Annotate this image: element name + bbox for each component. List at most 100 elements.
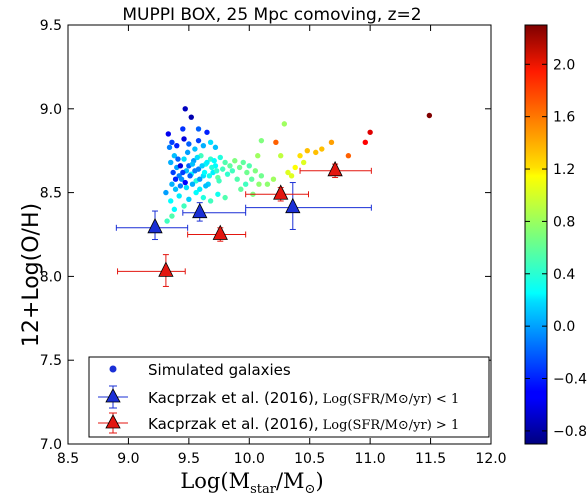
sim-point-64 bbox=[204, 129, 210, 135]
legend: Simulated galaxies Kacprzak et al. (2016… bbox=[88, 356, 490, 438]
sim-point-40 bbox=[194, 154, 201, 161]
sim-point-48 bbox=[213, 168, 220, 174]
sim-point-71 bbox=[215, 191, 221, 197]
legend-label-kacprzak-high-name: Kacprzak et al. (2016), bbox=[148, 415, 319, 433]
sim-point-111 bbox=[183, 184, 190, 191]
sim-point-56 bbox=[195, 137, 202, 144]
sim-point-26 bbox=[229, 168, 236, 174]
sim-point-4 bbox=[168, 159, 174, 166]
sim-point-108 bbox=[163, 189, 169, 196]
sim-point-93 bbox=[278, 153, 284, 159]
sim-point-43 bbox=[201, 169, 208, 176]
x-axis-label: Log(Mstar/M⊙) bbox=[180, 469, 323, 496]
sim-point-95 bbox=[285, 169, 291, 176]
sim-point-104 bbox=[345, 153, 352, 159]
y-tick-label-5: 9.5 bbox=[40, 18, 62, 34]
sim-point-46 bbox=[209, 164, 215, 171]
sim-point-36 bbox=[184, 149, 191, 156]
sim-point-42 bbox=[199, 163, 205, 169]
sim-point-78 bbox=[240, 159, 246, 166]
sim-point-30 bbox=[170, 169, 176, 176]
sim-point-62 bbox=[188, 114, 194, 120]
y-tick-label-0: 7.0 bbox=[40, 437, 62, 453]
legend-marker-simulated bbox=[109, 365, 117, 373]
sim-point-100 bbox=[304, 148, 310, 154]
x-tick-label-2: 9.5 bbox=[178, 451, 200, 467]
colorbar: −0.8 −0.4 0.0 0.4 0.8 1.2 1.6 2.0 bbox=[524, 24, 587, 445]
sim-point-81 bbox=[249, 176, 255, 182]
sim-point-44 bbox=[204, 159, 210, 166]
sim-point-107 bbox=[426, 112, 433, 119]
x-tick-label-7: 12.0 bbox=[475, 451, 506, 467]
sim-point-31 bbox=[172, 176, 179, 182]
sim-point-74 bbox=[181, 203, 187, 209]
colorbar-tick-label-3: 0.4 bbox=[553, 267, 575, 283]
sim-point-50 bbox=[166, 144, 173, 151]
x-tick-label-0: 8.5 bbox=[57, 451, 79, 467]
sim-point-39 bbox=[192, 168, 198, 174]
sim-point-34 bbox=[180, 169, 186, 176]
legend-label-kacprzak-low-math: Log(SFR/M⊙/yr) < 1 bbox=[323, 392, 460, 407]
colorbar-tick-label-1: −0.4 bbox=[553, 372, 587, 388]
legend-marker-kacprzak-high bbox=[98, 412, 128, 434]
x-tick-label-5: 11.0 bbox=[355, 451, 386, 467]
sim-point-65 bbox=[168, 198, 174, 204]
sim-point-82 bbox=[252, 168, 259, 174]
sim-point-70 bbox=[207, 198, 214, 204]
plot-area: 8.5 9.0 9.5 10.0 10.5 11.0 11.5 12.0 7.0 7.5 8.0 8.… bbox=[40, 18, 507, 467]
sim-point-102 bbox=[319, 146, 325, 152]
sim-point-22 bbox=[219, 166, 226, 172]
legend-marker-kacprzak-low bbox=[98, 385, 128, 409]
sim-point-68 bbox=[193, 189, 199, 196]
sim-point-54 bbox=[186, 141, 192, 147]
sim-point-41 bbox=[197, 176, 203, 182]
sim-point-1 bbox=[171, 153, 178, 159]
sim-point-96 bbox=[288, 173, 295, 179]
sim-point-27 bbox=[232, 158, 238, 164]
y-tick-label-3: 8.5 bbox=[40, 186, 62, 202]
sim-point-99 bbox=[300, 159, 307, 166]
sim-point-88 bbox=[255, 153, 261, 159]
sim-point-97 bbox=[292, 164, 298, 171]
sim-point-98 bbox=[297, 153, 303, 159]
sim-point-72 bbox=[222, 194, 228, 201]
sim-point-113 bbox=[197, 186, 203, 192]
kacprzak-high-2-marker bbox=[273, 184, 289, 200]
legend-label-kacprzak-high-math: Log(SFR/M⊙/yr) > 1 bbox=[323, 418, 460, 433]
sim-point-94 bbox=[281, 121, 288, 127]
y-tick-label-1: 7.5 bbox=[40, 353, 62, 369]
legend-label-simulated: Simulated galaxies bbox=[148, 361, 291, 379]
sim-point-57 bbox=[200, 142, 207, 149]
colorbar-tick-label-4: 0.8 bbox=[553, 214, 575, 230]
sim-point-58 bbox=[207, 139, 214, 146]
colorbar-tick-label-5: 1.2 bbox=[553, 162, 575, 178]
sim-point-77 bbox=[182, 106, 188, 112]
sim-point-112 bbox=[189, 181, 196, 187]
legend-label-kacprzak-high: Kacprzak et al. (2016), Log(SFR/M⊙/yr) > … bbox=[148, 415, 459, 433]
sim-point-52 bbox=[174, 142, 180, 149]
sim-point-60 bbox=[165, 131, 172, 137]
sim-point-61 bbox=[180, 126, 186, 132]
colorbar-tick-label-2: 0.0 bbox=[553, 319, 575, 335]
sim-point-32 bbox=[175, 156, 181, 162]
sim-point-33 bbox=[177, 163, 184, 169]
sim-point-23 bbox=[222, 159, 228, 166]
sim-point-73 bbox=[171, 206, 178, 213]
sim-point-109 bbox=[172, 186, 179, 192]
colorbar-ticks: −0.8 −0.4 0.0 0.4 0.8 1.2 1.6 2.0 bbox=[525, 57, 587, 440]
sim-point-105 bbox=[362, 139, 369, 146]
plot-frame bbox=[67, 24, 492, 445]
sim-point-76 bbox=[169, 213, 175, 219]
legend-label-kacprzak-low-name: Kacprzak et al. (2016), bbox=[148, 389, 319, 407]
x-tick-label-6: 11.5 bbox=[415, 451, 446, 467]
sim-point-80 bbox=[246, 163, 252, 169]
sim-point-29 bbox=[236, 164, 243, 171]
sim-point-51 bbox=[169, 139, 175, 146]
sim-point-59 bbox=[212, 144, 219, 151]
sim-point-21 bbox=[217, 154, 223, 161]
colorbar-gradient bbox=[524, 24, 548, 445]
sim-point-67 bbox=[186, 196, 192, 203]
sim-point-91 bbox=[270, 176, 277, 182]
kacprzak-high-1-marker bbox=[212, 224, 228, 240]
sim-point-103 bbox=[328, 139, 335, 146]
